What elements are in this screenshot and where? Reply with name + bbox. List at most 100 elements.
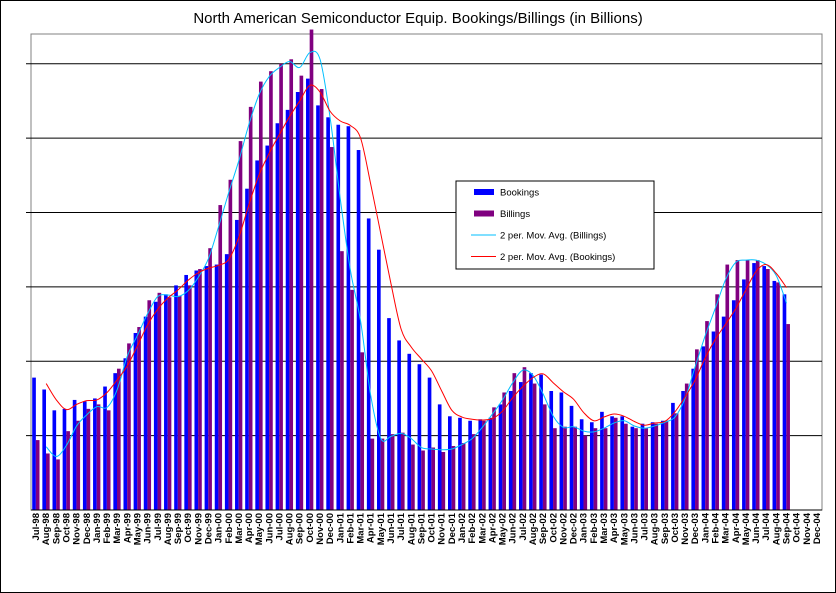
legend-label-bookings-moving-average: 2 per. Mov. Avg. (Bookings) (500, 252, 615, 263)
billings-bar (532, 383, 537, 510)
billings-bar (766, 269, 770, 510)
billings-bar (96, 404, 101, 510)
bookings-bar (52, 410, 57, 510)
billings-bar (674, 413, 679, 510)
billings-bar (157, 292, 162, 510)
x-tick-label: Oct-03 (670, 513, 681, 543)
billings-bar (380, 438, 385, 510)
billings-bar (482, 420, 486, 510)
x-tick-label: Jul-99 (153, 513, 164, 540)
billings-bar (624, 423, 628, 510)
bookings-bar (610, 416, 614, 510)
bookings-bar (569, 405, 574, 510)
bookings-bar (72, 399, 77, 510)
x-tick-label: Apr-03 (609, 513, 620, 543)
x-tick-label: Feb-01 (345, 512, 356, 543)
billings-bar (46, 453, 50, 510)
billings-bar (329, 147, 334, 511)
x-tick-label: Apr-02 (487, 513, 498, 543)
legend-box (455, 180, 655, 270)
x-tick-label: Apr-01 (366, 512, 377, 543)
x-tick-label: Oct-00 (305, 513, 316, 543)
billings-bar (299, 75, 304, 511)
bookings-bar (529, 373, 533, 510)
bookings-bar (123, 358, 128, 510)
x-tick-label: Aug-04 (771, 512, 782, 545)
x-tick-label: Mar-00 (234, 513, 245, 544)
bookings-bar (387, 318, 391, 510)
bookings-bar (377, 249, 381, 510)
bookings-moving-average-line (45, 84, 787, 426)
bookings-bar (174, 285, 178, 510)
bookings-bar (782, 294, 787, 510)
x-tick-label: Aug-01 (406, 512, 417, 545)
bookings-bar (671, 402, 675, 510)
x-tick-label: Apr-00 (244, 513, 255, 543)
x-tick-label: Jul-03 (640, 513, 651, 540)
bookings-bar (508, 391, 513, 510)
billings-bar (177, 295, 182, 510)
billings-bar (441, 451, 446, 510)
bookings-bar (711, 331, 716, 510)
billings-bar (279, 63, 283, 510)
x-tick-label: Dec-98 (82, 513, 93, 544)
bookings-bar (752, 263, 756, 510)
bookings-bar (640, 423, 645, 510)
x-tick-label: Aug-00 (285, 513, 296, 545)
billings-bar (258, 81, 263, 510)
billings-bar (248, 106, 253, 510)
billings-bar (350, 289, 354, 510)
bookings-bar (660, 420, 665, 510)
x-tick-label: Sep-03 (660, 513, 671, 544)
billings-bar (167, 297, 172, 510)
bookings-bar (214, 264, 219, 510)
x-tick-label: Dec-03 (690, 513, 701, 544)
bookings-bar (397, 340, 401, 510)
bookings-bar (184, 274, 188, 510)
billings-bar (613, 417, 618, 510)
x-tick-label: Nov-02 (558, 513, 569, 545)
x-tick-label: Aug-99 (163, 513, 174, 545)
billings-bar (573, 426, 577, 510)
billings-bar (644, 428, 648, 510)
x-tick-label: May-02 (498, 513, 509, 545)
x-tick-label: Jun-03 (629, 513, 640, 544)
bookings-bar (549, 391, 554, 510)
billings-bar (684, 383, 689, 510)
billings-bar (137, 327, 141, 510)
billings-moving-average-line (45, 50, 787, 457)
bookings-bar (488, 417, 493, 510)
legend-label-billings: Billings (500, 209, 530, 220)
bookings-bar (458, 417, 462, 510)
x-tick-label: Aug-03 (650, 513, 661, 545)
bookings-bar (518, 382, 523, 510)
chart-title: North American Semiconductor Equip. Book… (193, 10, 643, 27)
x-tick-label: Aug-98 (41, 513, 52, 545)
x-tick-label: Dec-04 (812, 512, 823, 544)
billings-bar (593, 428, 598, 510)
x-tick-label: Jun-00 (264, 513, 275, 544)
billings-bar (86, 408, 91, 510)
x-tick-label: Nov-04 (802, 512, 813, 544)
billings-bar (421, 450, 425, 510)
legend-label-billings-moving-average: 2 per. Mov. Avg. (Billings) (500, 231, 606, 242)
x-tick-label: Jan-02 (457, 513, 468, 543)
bookings-bar (681, 391, 685, 510)
x-tick-label: Oct-04 (792, 512, 803, 542)
x-tick-label: Dec-02 (569, 513, 580, 544)
billings-bar (512, 373, 517, 510)
x-tick-label: Nov-98 (72, 513, 83, 545)
billings-bar (289, 59, 294, 510)
billings-bar (390, 434, 395, 510)
bookings-bar (275, 123, 280, 510)
bookings-bar (447, 416, 452, 510)
billings-bar (553, 428, 557, 510)
x-tick-label: Jan-04 (700, 512, 711, 543)
x-tick-label: Jun-04 (751, 512, 762, 543)
bookings-bar (417, 364, 422, 510)
bookings-bar (620, 416, 625, 510)
bookings-bar (194, 270, 199, 510)
billings-bar (208, 248, 212, 510)
billings-bar (451, 446, 456, 510)
x-tick-label: Nov-01 (437, 512, 448, 544)
